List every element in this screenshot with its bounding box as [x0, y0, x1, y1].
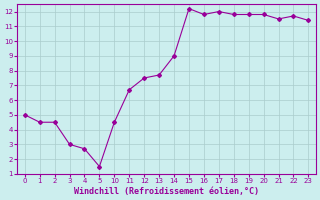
X-axis label: Windchill (Refroidissement éolien,°C): Windchill (Refroidissement éolien,°C) — [74, 187, 259, 196]
